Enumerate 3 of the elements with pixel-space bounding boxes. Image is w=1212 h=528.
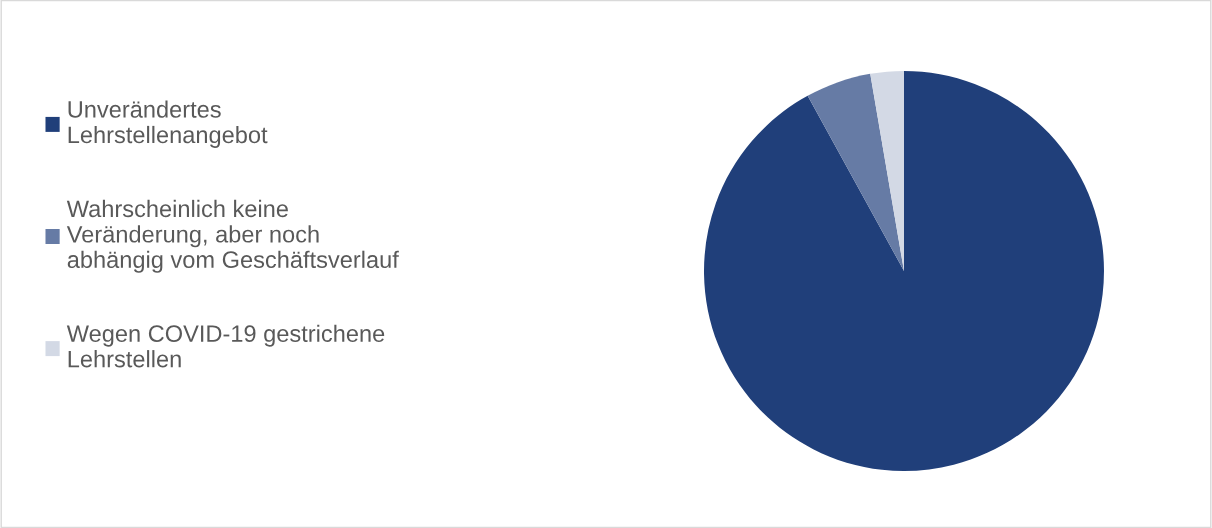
legend-label: Wahrscheinlich keine Veränderung, aber noch abhängig vom Geschäftsverlauf bbox=[66, 199, 399, 273]
legend-label: Unverändertes Lehrstellenangebot bbox=[68, 100, 268, 148]
legend-label: Wegen COVID-19 gestrichene Lehrstellen bbox=[66, 324, 385, 368]
